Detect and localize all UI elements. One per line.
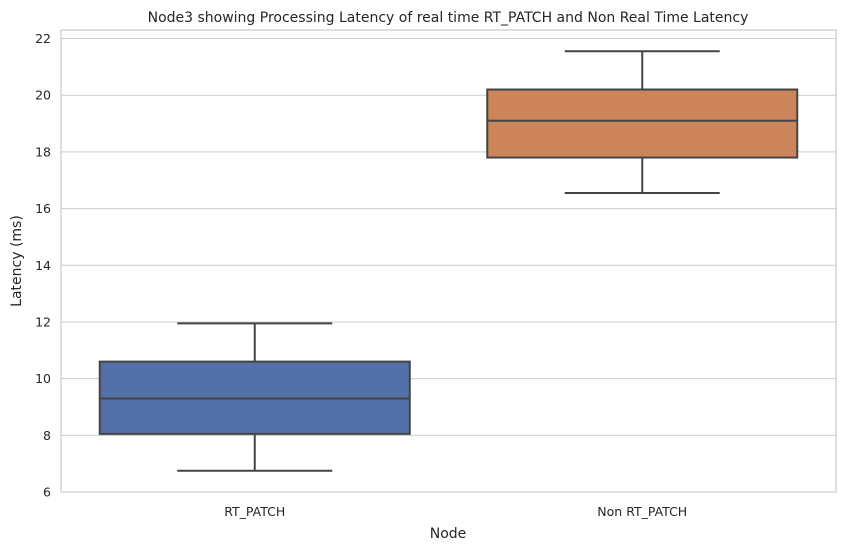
- box-group: [486, 50, 799, 194]
- box-group: [98, 322, 411, 472]
- y-tick-label: 14: [35, 258, 51, 273]
- y-axis-label: Latency (ms): [9, 215, 25, 307]
- plot-frame: [60, 29, 837, 493]
- box-series: [98, 50, 799, 472]
- chart-title: Node3 showing Processing Latency of real…: [148, 10, 749, 26]
- y-tick-label: 16: [35, 201, 51, 216]
- y-tick-label: 8: [43, 428, 51, 443]
- x-tick-label: Non RT_PATCH: [597, 504, 687, 519]
- y-tick-label: 18: [35, 144, 51, 159]
- y-axis-ticks: 6 8 10 12 14 16 18 20 22: [35, 31, 51, 499]
- y-tick-label: 22: [35, 31, 51, 46]
- y-tick-label: 20: [35, 88, 51, 103]
- y-tick-label: 10: [35, 371, 51, 386]
- x-axis-ticks: RT_PATCH Non RT_PATCH: [224, 504, 687, 519]
- x-tick-label: RT_PATCH: [224, 504, 285, 519]
- iqr-box: [486, 88, 799, 159]
- y-tick-label: 12: [35, 314, 51, 329]
- x-axis-label: Node: [430, 526, 467, 542]
- y-tick-label: 6: [43, 485, 51, 500]
